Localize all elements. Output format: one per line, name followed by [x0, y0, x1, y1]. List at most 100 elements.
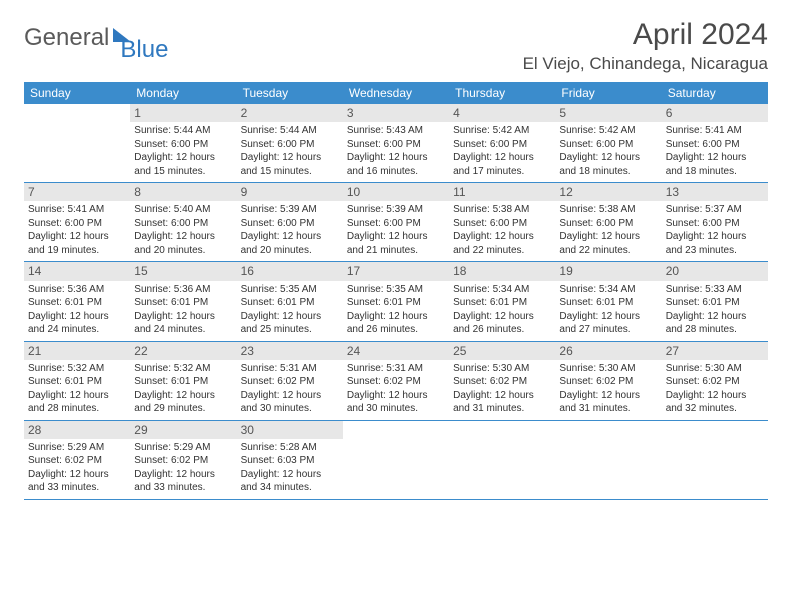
day-cell: 18Sunrise: 5:34 AMSunset: 6:01 PMDayligh…: [449, 262, 555, 340]
day-cell: 3Sunrise: 5:43 AMSunset: 6:00 PMDaylight…: [343, 104, 449, 182]
day-cell: 30Sunrise: 5:28 AMSunset: 6:03 PMDayligh…: [237, 421, 343, 499]
daylight-line: Daylight: 12 hours and 24 minutes.: [28, 310, 126, 337]
day-cell: 24Sunrise: 5:31 AMSunset: 6:02 PMDayligh…: [343, 342, 449, 420]
sunset-line: Sunset: 6:00 PM: [453, 138, 551, 152]
sunset-line: Sunset: 6:00 PM: [559, 138, 657, 152]
day-cell: 29Sunrise: 5:29 AMSunset: 6:02 PMDayligh…: [130, 421, 236, 499]
dow-cell: Saturday: [662, 82, 768, 104]
sunset-line: Sunset: 6:02 PM: [134, 454, 232, 468]
sunset-line: Sunset: 6:02 PM: [453, 375, 551, 389]
sunrise-line: Sunrise: 5:42 AM: [559, 124, 657, 138]
daylight-line: Daylight: 12 hours and 24 minutes.: [134, 310, 232, 337]
day-cell: 14Sunrise: 5:36 AMSunset: 6:01 PMDayligh…: [24, 262, 130, 340]
day-number: 11: [449, 183, 555, 201]
title-block: April 2024 El Viejo, Chinandega, Nicarag…: [523, 18, 768, 74]
sunrise-line: Sunrise: 5:29 AM: [134, 441, 232, 455]
sunrise-line: Sunrise: 5:41 AM: [666, 124, 764, 138]
day-cell: 12Sunrise: 5:38 AMSunset: 6:00 PMDayligh…: [555, 183, 661, 261]
sunset-line: Sunset: 6:02 PM: [347, 375, 445, 389]
daylight-line: Daylight: 12 hours and 22 minutes.: [559, 230, 657, 257]
day-cell: 7Sunrise: 5:41 AMSunset: 6:00 PMDaylight…: [24, 183, 130, 261]
sunrise-line: Sunrise: 5:30 AM: [666, 362, 764, 376]
sunset-line: Sunset: 6:01 PM: [453, 296, 551, 310]
day-number: 2: [237, 104, 343, 122]
weeks-container: .1Sunrise: 5:44 AMSunset: 6:00 PMDayligh…: [24, 104, 768, 500]
dow-cell: Thursday: [449, 82, 555, 104]
day-number: 1: [130, 104, 236, 122]
sunrise-line: Sunrise: 5:40 AM: [134, 203, 232, 217]
daylight-line: Daylight: 12 hours and 23 minutes.: [666, 230, 764, 257]
sunset-line: Sunset: 6:00 PM: [453, 217, 551, 231]
logo: General Blue: [24, 24, 182, 52]
dow-cell: Monday: [130, 82, 236, 104]
day-cell: 19Sunrise: 5:34 AMSunset: 6:01 PMDayligh…: [555, 262, 661, 340]
sunset-line: Sunset: 6:02 PM: [28, 454, 126, 468]
day-cell: 21Sunrise: 5:32 AMSunset: 6:01 PMDayligh…: [24, 342, 130, 420]
header-row: General Blue April 2024 El Viejo, Chinan…: [24, 18, 768, 74]
sunset-line: Sunset: 6:00 PM: [241, 217, 339, 231]
daylight-line: Daylight: 12 hours and 30 minutes.: [347, 389, 445, 416]
calendar-grid: SundayMondayTuesdayWednesdayThursdayFrid…: [24, 82, 768, 500]
sunset-line: Sunset: 6:00 PM: [666, 138, 764, 152]
dow-cell: Wednesday: [343, 82, 449, 104]
day-cell: .: [24, 104, 130, 182]
sunset-line: Sunset: 6:01 PM: [134, 296, 232, 310]
day-number: 26: [555, 342, 661, 360]
day-number: 28: [24, 421, 130, 439]
daylight-line: Daylight: 12 hours and 29 minutes.: [134, 389, 232, 416]
sunset-line: Sunset: 6:03 PM: [241, 454, 339, 468]
sunrise-line: Sunrise: 5:38 AM: [559, 203, 657, 217]
sunrise-line: Sunrise: 5:44 AM: [134, 124, 232, 138]
day-number: 22: [130, 342, 236, 360]
logo-text-blue: Blue: [120, 36, 168, 64]
sunrise-line: Sunrise: 5:30 AM: [559, 362, 657, 376]
sunrise-line: Sunrise: 5:30 AM: [453, 362, 551, 376]
week-row: .1Sunrise: 5:44 AMSunset: 6:00 PMDayligh…: [24, 104, 768, 183]
day-number: 10: [343, 183, 449, 201]
sunrise-line: Sunrise: 5:34 AM: [559, 283, 657, 297]
day-cell: 9Sunrise: 5:39 AMSunset: 6:00 PMDaylight…: [237, 183, 343, 261]
day-number: 14: [24, 262, 130, 280]
sunrise-line: Sunrise: 5:32 AM: [28, 362, 126, 376]
day-cell: 5Sunrise: 5:42 AMSunset: 6:00 PMDaylight…: [555, 104, 661, 182]
sunrise-line: Sunrise: 5:42 AM: [453, 124, 551, 138]
day-number: 12: [555, 183, 661, 201]
sunrise-line: Sunrise: 5:41 AM: [28, 203, 126, 217]
daylight-line: Daylight: 12 hours and 28 minutes.: [666, 310, 764, 337]
day-number: 19: [555, 262, 661, 280]
day-number: 7: [24, 183, 130, 201]
sunrise-line: Sunrise: 5:29 AM: [28, 441, 126, 455]
day-cell: 23Sunrise: 5:31 AMSunset: 6:02 PMDayligh…: [237, 342, 343, 420]
sunset-line: Sunset: 6:00 PM: [666, 217, 764, 231]
daylight-line: Daylight: 12 hours and 18 minutes.: [666, 151, 764, 178]
sunrise-line: Sunrise: 5:44 AM: [241, 124, 339, 138]
day-number: 23: [237, 342, 343, 360]
sunset-line: Sunset: 6:01 PM: [28, 375, 126, 389]
daylight-line: Daylight: 12 hours and 15 minutes.: [241, 151, 339, 178]
sunrise-line: Sunrise: 5:31 AM: [241, 362, 339, 376]
day-number: 25: [449, 342, 555, 360]
day-number: 21: [24, 342, 130, 360]
day-number: 15: [130, 262, 236, 280]
sunrise-line: Sunrise: 5:37 AM: [666, 203, 764, 217]
month-title: April 2024: [523, 18, 768, 52]
sunrise-line: Sunrise: 5:35 AM: [241, 283, 339, 297]
dow-cell: Sunday: [24, 82, 130, 104]
sunset-line: Sunset: 6:01 PM: [347, 296, 445, 310]
daylight-line: Daylight: 12 hours and 34 minutes.: [241, 468, 339, 495]
sunrise-line: Sunrise: 5:36 AM: [28, 283, 126, 297]
dow-cell: Friday: [555, 82, 661, 104]
day-cell: .: [449, 421, 555, 499]
day-cell: 28Sunrise: 5:29 AMSunset: 6:02 PMDayligh…: [24, 421, 130, 499]
day-cell: 27Sunrise: 5:30 AMSunset: 6:02 PMDayligh…: [662, 342, 768, 420]
day-number: 29: [130, 421, 236, 439]
sunrise-line: Sunrise: 5:39 AM: [241, 203, 339, 217]
day-number: 5: [555, 104, 661, 122]
daylight-line: Daylight: 12 hours and 22 minutes.: [453, 230, 551, 257]
sunset-line: Sunset: 6:00 PM: [241, 138, 339, 152]
week-row: 28Sunrise: 5:29 AMSunset: 6:02 PMDayligh…: [24, 421, 768, 500]
sunset-line: Sunset: 6:02 PM: [241, 375, 339, 389]
daylight-line: Daylight: 12 hours and 32 minutes.: [666, 389, 764, 416]
daylight-line: Daylight: 12 hours and 20 minutes.: [241, 230, 339, 257]
sunrise-line: Sunrise: 5:28 AM: [241, 441, 339, 455]
